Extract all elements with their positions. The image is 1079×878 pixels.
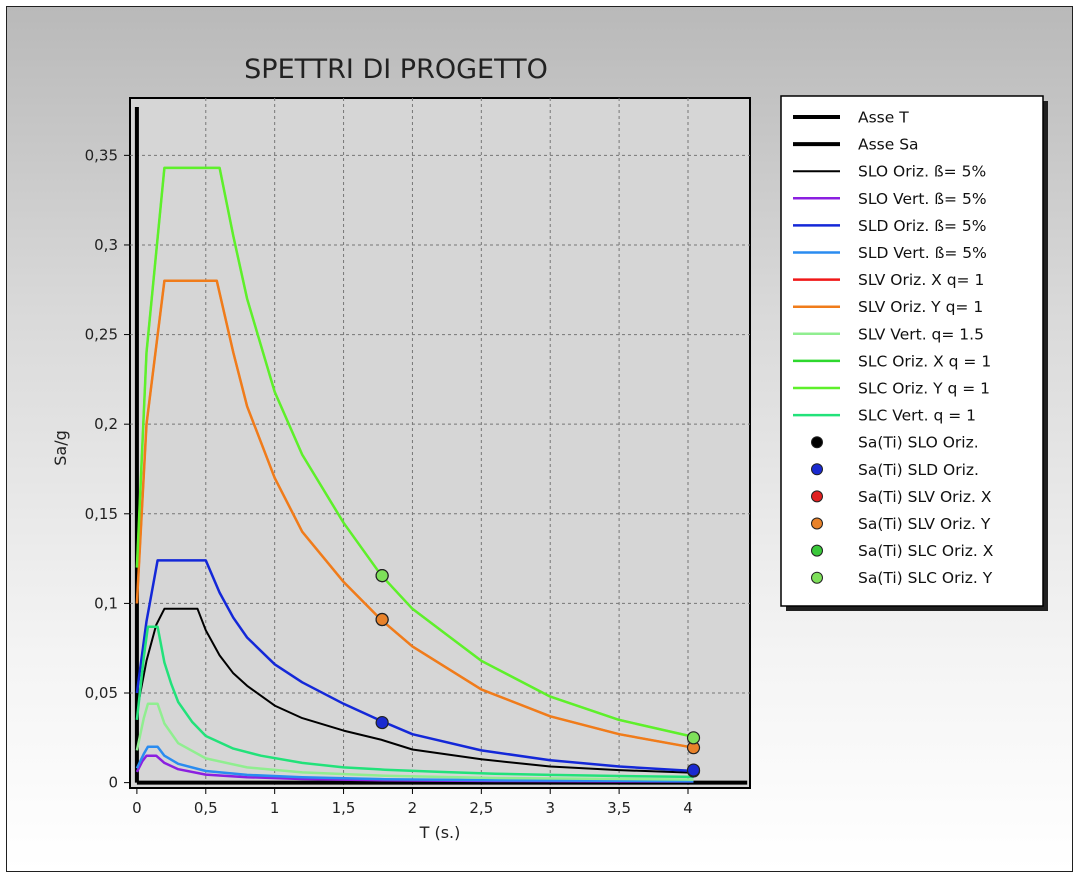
y-tick-label: 0,3 — [94, 236, 118, 254]
series-line-5 — [135, 745, 694, 783]
sa-ti-point-1 — [375, 715, 389, 730]
legend-label-14: Sa(Ti) SLV Oriz. X — [858, 488, 992, 506]
legend-label-10: SLC Oriz. Y q = 1 — [858, 380, 990, 398]
legend-label-9: SLC Oriz. X q = 1 — [858, 352, 991, 370]
series-line-11 — [135, 625, 694, 779]
legend-label-2: SLO Oriz. ß= 5% — [858, 163, 986, 181]
legend-label-16: Sa(Ti) SLC Oriz. X — [858, 542, 994, 560]
y-tick-label: 0,25 — [85, 326, 118, 344]
y-tick-label: 0,1 — [94, 594, 118, 612]
y-axis-title: Sa/g — [51, 430, 70, 466]
legend-label-6: SLV Oriz. X q= 1 — [858, 271, 984, 289]
sa-ti-point-2 — [686, 763, 701, 777]
x-tick-label: 3 — [545, 799, 555, 817]
legend-label-12: Sa(Ti) SLO Oriz. — [858, 434, 979, 452]
series-line-8 — [135, 702, 694, 781]
legend-label-3: SLO Vert. ß= 5% — [858, 190, 987, 208]
legend-label-1: Asse Sa — [858, 136, 919, 154]
x-tick-label: 1 — [270, 799, 280, 817]
legend-label-4: SLD Oriz. ß= 5% — [858, 217, 986, 235]
x-tick-label: 1,5 — [332, 799, 356, 817]
y-tick-label: 0,2 — [94, 415, 118, 433]
legend-label-17: Sa(Ti) SLC Oriz. Y — [858, 569, 993, 587]
y-tick-label: 0,05 — [85, 684, 118, 702]
x-tick-label: 2,5 — [469, 799, 493, 817]
x-axis-title: T (s.) — [419, 823, 461, 842]
y-tick-label: 0,15 — [85, 505, 118, 523]
x-tick-label: 3,5 — [607, 799, 631, 817]
legend-label-11: SLC Vert. q = 1 — [858, 407, 976, 425]
sa-ti-point-8 — [686, 731, 701, 745]
plot-area — [129, 97, 751, 789]
legend-marker-16 — [811, 544, 823, 557]
sa-ti-points — [375, 569, 701, 778]
series-line-2 — [135, 607, 694, 774]
legend-marker-13 — [811, 463, 823, 476]
legend-label-7: SLV Oriz. Y q= 1 — [858, 298, 983, 316]
y-tick-label: 0 — [108, 774, 118, 792]
x-tick-label: 0 — [132, 799, 142, 817]
legend: Asse T Asse Sa SLO Oriz. ß= 5% SLO Vert. ß=… — [780, 95, 1048, 611]
x-tick-label: 4 — [683, 799, 693, 817]
legend-marker-15 — [811, 517, 823, 530]
legend-label-0: Asse T — [858, 109, 909, 127]
legend-label-5: SLD Vert. ß= 5% — [858, 244, 987, 262]
x-tick-label: 2 — [408, 799, 418, 817]
legend-label-13: Sa(Ti) SLD Oriz. — [858, 461, 979, 479]
series-line-7 — [135, 279, 694, 749]
legend-label-8: SLV Vert. q= 1.5 — [858, 325, 984, 343]
legend-label-15: Sa(Ti) SLV Oriz. Y — [858, 515, 991, 533]
x-tick-label: 0,5 — [194, 799, 218, 817]
legend-box — [780, 95, 1044, 607]
y-tick-label: 0,35 — [85, 146, 118, 164]
sa-ti-point-7 — [375, 569, 389, 583]
legend-entries: Asse T Asse Sa SLO Oriz. ß= 5% SLO Vert. ß=… — [793, 109, 994, 587]
grid-lines — [130, 98, 750, 788]
series-line-4 — [135, 559, 694, 773]
axis-ticks: 0 0,5 1 1,5 2 2,5 3 3,5 4 0 0,05 0,1 0,15 0,2 0,25 0,3 0… — [85, 146, 693, 817]
series-line-10 — [135, 166, 694, 739]
chart-title: SPETTRI DI PROGETTO — [244, 54, 548, 85]
legend-marker-17 — [811, 571, 823, 584]
legend-marker-12 — [811, 436, 823, 449]
legend-marker-14 — [811, 490, 823, 503]
series-lines — [134, 107, 748, 785]
sa-ti-point-4 — [375, 612, 389, 627]
